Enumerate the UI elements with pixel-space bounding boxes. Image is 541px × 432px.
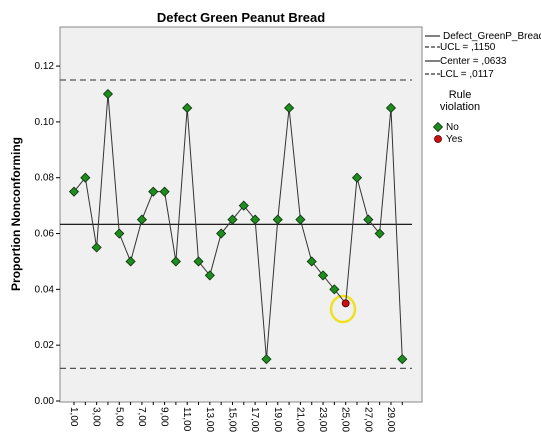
violation-point [341,299,350,308]
data-point [295,214,306,225]
y-tick-label: 0.06 [35,229,55,240]
x-tick-label: 3,00 [91,407,102,427]
data-point [170,256,181,267]
data-point [227,214,238,225]
legend-title: Rule [449,89,472,101]
data-point [68,186,80,197]
data-point [204,270,215,281]
data-point [91,242,102,253]
y-tick-label: 0.00 [35,396,55,407]
y-tick-label: 0.10 [35,117,55,128]
data-point [114,228,125,239]
data-point [125,256,136,267]
x-tick-label: 23,00 [317,407,328,432]
data-point [374,228,385,239]
data-point [306,256,317,267]
y-tick-label: 0.04 [35,284,55,295]
data-point [397,354,408,365]
highlight-annotation [329,294,357,324]
plot-area [59,26,423,403]
x-tick-label: 25,00 [340,407,351,432]
x-tick-label: 19,00 [272,407,283,432]
data-point [250,214,261,225]
data-point [317,270,329,281]
data-point [102,88,114,100]
x-tick-label: 13,00 [204,407,215,432]
data-point [329,284,340,295]
chart-title: Defect Green Peanut Bread [157,10,325,25]
legend-title: violation [440,101,480,113]
legend-label: Defect_GreenP_Bread [443,31,541,42]
x-tick-label: 1,00 [68,407,79,427]
x-tick-label: 7,00 [136,407,147,427]
legend-label: LCL = ,0117 [440,69,494,80]
data-point [385,102,397,114]
data-point [261,354,272,365]
data-point [136,214,147,225]
data-point [238,200,249,211]
data-line [73,93,403,360]
x-tick-label: 9,00 [159,407,170,427]
y-tick-label: 0.08 [35,173,55,184]
x-tick-label: 5,00 [113,407,124,427]
data-point [159,186,170,197]
data-point [351,172,363,183]
legend-label: Center = ,0633 [440,56,507,67]
x-tick-label: 15,00 [226,407,237,432]
x-tick-label: 27,00 [362,407,373,432]
x-tick-label: 21,00 [294,407,305,432]
y-tick-label: 0.12 [35,61,55,72]
data-point [80,172,91,183]
y-tick-label: 0.02 [35,340,55,351]
legend-label: UCL = ,1150 [440,42,496,53]
data-point [363,214,374,225]
data-point [272,214,283,225]
data-point [284,102,295,114]
y-axis-label: Proportion Nonconforming [9,137,23,291]
data-point [193,256,204,267]
data-point [216,228,227,239]
legend-marker [434,135,442,143]
legend-label: Yes [446,134,462,145]
data-point [148,186,159,197]
x-tick-label: 11,00 [181,407,192,432]
x-tick-label: 17,00 [249,407,260,432]
legend-label: No [446,122,459,133]
data-point [182,102,193,114]
legend-marker [432,121,444,133]
x-tick-label: 29,00 [385,407,396,432]
